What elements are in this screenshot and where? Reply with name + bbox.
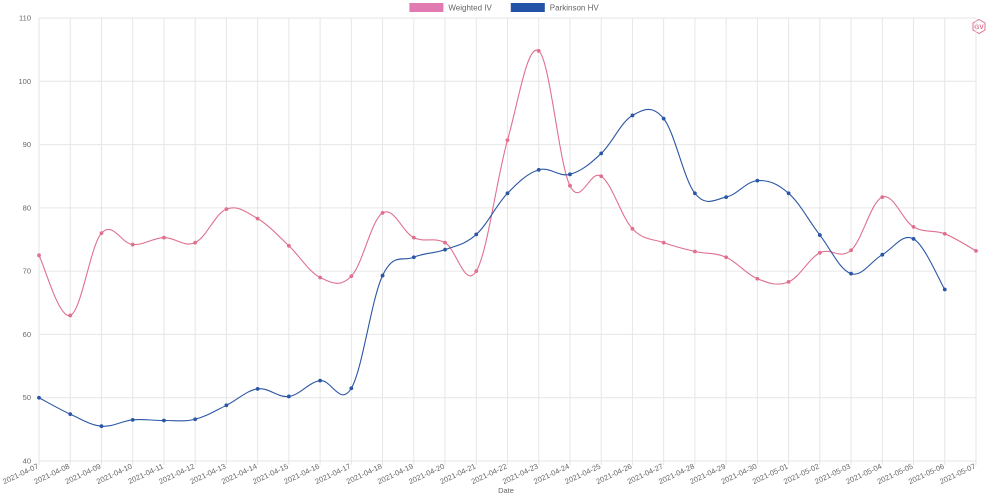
data-point[interactable] <box>193 240 198 245</box>
data-point[interactable] <box>599 174 604 179</box>
data-point[interactable] <box>661 240 666 245</box>
legend-label: Weighted IV <box>448 4 492 13</box>
data-point[interactable] <box>349 274 354 279</box>
data-point[interactable] <box>224 207 229 212</box>
data-point[interactable] <box>849 248 853 253</box>
data-point[interactable] <box>911 236 916 241</box>
legend-swatch <box>409 3 444 12</box>
data-point[interactable] <box>411 255 416 260</box>
data-point[interactable] <box>443 240 447 245</box>
data-point[interactable] <box>880 195 885 199</box>
data-point[interactable] <box>349 386 354 391</box>
y-tick-label: 110 <box>19 14 31 23</box>
y-tick-label: 100 <box>18 77 31 86</box>
logo-text: GV <box>974 24 984 31</box>
y-tick-label: 80 <box>23 203 31 212</box>
data-point[interactable] <box>974 248 978 253</box>
data-point[interactable] <box>536 49 541 53</box>
data-point[interactable] <box>162 235 166 240</box>
data-point[interactable] <box>536 167 541 172</box>
data-point[interactable] <box>162 418 166 423</box>
legend-label: Parkinson HV <box>550 4 600 13</box>
x-axis: 2021-04-072021-04-082021-04-092021-04-10… <box>1 462 977 486</box>
data-point[interactable] <box>37 253 41 258</box>
series-points <box>37 49 978 429</box>
legend[interactable]: Weighted IV Parkinson HV <box>409 3 599 13</box>
data-point[interactable] <box>849 271 853 276</box>
y-tick-label: 70 <box>23 267 31 276</box>
data-point[interactable] <box>568 172 572 177</box>
data-point[interactable] <box>755 178 760 183</box>
data-point[interactable] <box>817 233 822 237</box>
data-point[interactable] <box>99 424 104 429</box>
data-point[interactable] <box>568 183 572 188</box>
data-point[interactable] <box>318 275 322 280</box>
logo-hexagon-icon <box>972 18 986 35</box>
x-axis-title: Date <box>498 486 514 495</box>
data-point[interactable] <box>443 247 447 252</box>
data-point[interactable] <box>911 224 916 229</box>
data-point[interactable] <box>37 395 41 400</box>
data-point[interactable] <box>880 252 885 257</box>
data-point[interactable] <box>193 417 198 422</box>
data-point[interactable] <box>99 231 104 236</box>
data-point[interactable] <box>942 287 947 292</box>
legend-item[interactable]: Parkinson HV <box>510 3 600 13</box>
data-point[interactable] <box>255 216 260 221</box>
data-point[interactable] <box>286 243 291 248</box>
data-point[interactable] <box>724 255 729 260</box>
y-tick-label: 40 <box>23 457 31 466</box>
data-point[interactable] <box>724 195 729 199</box>
data-point[interactable] <box>693 249 697 254</box>
legend-swatch <box>510 3 545 12</box>
data-point[interactable] <box>255 386 260 391</box>
data-point[interactable] <box>786 280 791 284</box>
data-point[interactable] <box>505 191 510 196</box>
series-line-1 <box>38 108 946 427</box>
data-point[interactable] <box>380 273 385 278</box>
data-point[interactable] <box>68 313 73 318</box>
legend-item[interactable]: Weighted IV <box>409 3 492 13</box>
data-point[interactable] <box>474 232 479 237</box>
y-tick-label: 50 <box>23 393 31 402</box>
x-tick-label: 2021-04-10 <box>95 462 134 486</box>
data-point[interactable] <box>661 116 666 121</box>
data-point[interactable] <box>130 417 135 422</box>
data-point[interactable] <box>817 250 822 255</box>
data-point[interactable] <box>599 151 604 156</box>
data-point[interactable] <box>693 191 697 196</box>
data-point[interactable] <box>68 412 73 417</box>
y-axis: 40 50 60 70 80 90 100 110 <box>18 14 31 466</box>
data-point[interactable] <box>786 191 791 196</box>
data-point[interactable] <box>411 235 416 240</box>
data-point[interactable] <box>130 242 135 247</box>
y-tick-label: 90 <box>23 140 31 149</box>
data-point[interactable] <box>318 378 322 383</box>
data-point[interactable] <box>942 231 947 236</box>
x-tick-label: 2021-05-07 <box>938 462 977 486</box>
logo: GV <box>972 18 986 35</box>
data-point[interactable] <box>474 269 479 274</box>
data-point[interactable] <box>286 394 291 399</box>
data-point[interactable] <box>755 276 760 281</box>
data-point[interactable] <box>380 211 385 215</box>
data-point[interactable] <box>224 403 229 408</box>
data-point[interactable] <box>505 138 510 143</box>
data-point[interactable] <box>630 226 635 231</box>
y-tick-label: 60 <box>23 330 31 339</box>
data-point[interactable] <box>630 113 635 118</box>
